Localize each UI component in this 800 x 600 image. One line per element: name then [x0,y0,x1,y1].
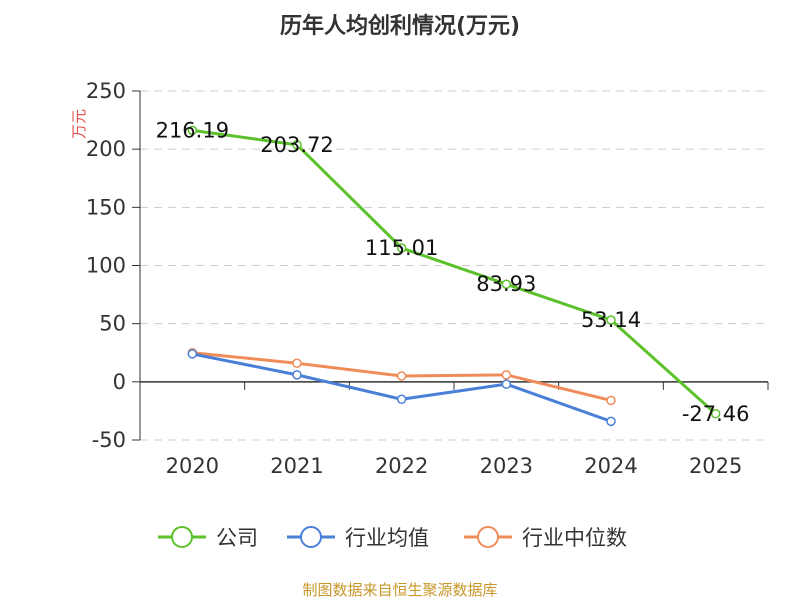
x-tick-label: 2021 [270,454,323,478]
data-point [187,125,198,136]
y-tick-label: 200 [86,137,126,161]
data-label: -27.46 [682,402,750,426]
data-point [292,358,302,368]
x-tick-label: 2023 [480,454,533,478]
data-point [292,140,302,150]
legend-marker [171,526,193,548]
series-line-行业均值 [192,352,612,423]
x-tick-label: 2025 [689,454,742,478]
legend-label: 公司 [216,526,258,550]
series-line-公司 [192,128,717,415]
y-tick-label: 50 [99,312,126,336]
data-point [396,394,407,405]
y-tick-label: 150 [86,195,126,219]
legend-marker [300,526,322,548]
y-tick-label: 250 [86,79,126,103]
chart-title: 历年人均创利情况(万元) [280,13,520,39]
data-point [396,371,407,381]
data-point [396,243,407,253]
x-tick-label: 2024 [584,454,637,478]
y-tick-label: 100 [86,254,126,278]
data-point [606,416,616,427]
legend-label: 行业中位数 [522,526,627,550]
y-tick-label: 0 [113,370,126,394]
data-point [710,409,721,419]
y-tick-label: -50 [92,428,126,452]
data-point [501,370,512,380]
data-label: 203.72 [260,133,333,157]
y-axis-ticks: 250 200 150 100 50 0 -50 [86,79,141,452]
legend-label: 行业均值 [345,526,429,550]
y-axis-unit: 万元 [70,109,88,139]
grid-lines [140,90,768,441]
x-tick-label: 2022 [375,454,428,478]
series-group [187,125,721,427]
legend[interactable]: 公司 行业均值 行业中位数 [158,526,627,550]
data-label: 53.14 [581,308,641,332]
legend-item-行业均值[interactable]: 行业均值 [287,526,429,550]
data-label: 83.93 [476,272,536,296]
x-tick-label: 2020 [166,454,219,478]
source-note: 制图数据来自恒生聚源数据库 [302,581,497,599]
data-point [501,279,512,289]
x-axis: 2020 2021 2022 2023 2024 2025 [139,381,769,478]
data-point [292,370,302,380]
data-label: 216.19 [156,118,229,142]
data-point [501,379,512,389]
data-labels: 216.19 203.72 115.01 83.93 53.14 -27.46 [156,118,750,425]
data-point [606,315,616,325]
data-point [187,349,198,359]
legend-item-行业中位数[interactable]: 行业中位数 [464,526,627,550]
legend-marker [477,526,499,548]
legend-item-公司[interactable]: 公司 [158,526,258,550]
data-label: 115.01 [365,236,438,260]
data-point [606,395,616,406]
